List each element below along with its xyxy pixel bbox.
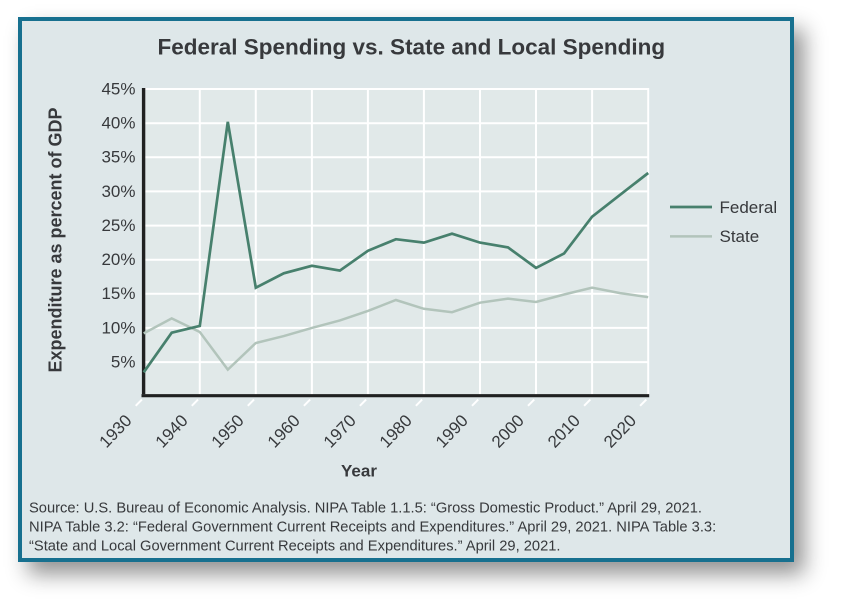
- svg-text:Expenditure as percent of GDP: Expenditure as percent of GDP: [46, 107, 66, 372]
- svg-text:State: State: [720, 227, 760, 246]
- svg-text:2010: 2010: [544, 411, 584, 451]
- svg-text:10%: 10%: [101, 318, 135, 337]
- svg-text:1980: 1980: [376, 411, 416, 451]
- svg-text:“State and Local Government Cu: “State and Local Government Current Rece…: [29, 538, 561, 554]
- svg-text:45%: 45%: [101, 79, 135, 98]
- svg-text:35%: 35%: [101, 148, 135, 167]
- svg-text:2020: 2020: [600, 411, 640, 451]
- svg-text:2000: 2000: [488, 411, 528, 451]
- svg-text:Year: Year: [341, 461, 377, 480]
- svg-text:30%: 30%: [101, 182, 135, 201]
- svg-text:5%: 5%: [111, 353, 136, 372]
- svg-text:1950: 1950: [208, 411, 248, 451]
- svg-text:1940: 1940: [152, 411, 192, 451]
- svg-text:20%: 20%: [101, 250, 135, 269]
- svg-text:15%: 15%: [101, 284, 135, 303]
- svg-text:1990: 1990: [432, 411, 472, 451]
- svg-text:1970: 1970: [320, 411, 360, 451]
- svg-text:1930: 1930: [96, 411, 136, 451]
- svg-text:Federal Spending vs. State and: Federal Spending vs. State and Local Spe…: [158, 34, 666, 59]
- svg-text:Federal: Federal: [720, 198, 778, 217]
- svg-text:25%: 25%: [101, 216, 135, 235]
- svg-text:NIPA Table 3.2: “Federal Gover: NIPA Table 3.2: “Federal Government Curr…: [29, 520, 716, 536]
- svg-text:Source: U.S. Bureau of Economi: Source: U.S. Bureau of Economic Analysis…: [29, 501, 702, 517]
- svg-text:1960: 1960: [264, 411, 304, 451]
- svg-text:40%: 40%: [101, 114, 135, 133]
